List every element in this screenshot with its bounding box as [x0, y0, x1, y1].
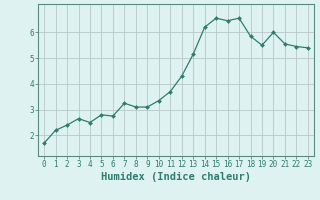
X-axis label: Humidex (Indice chaleur): Humidex (Indice chaleur): [101, 172, 251, 182]
